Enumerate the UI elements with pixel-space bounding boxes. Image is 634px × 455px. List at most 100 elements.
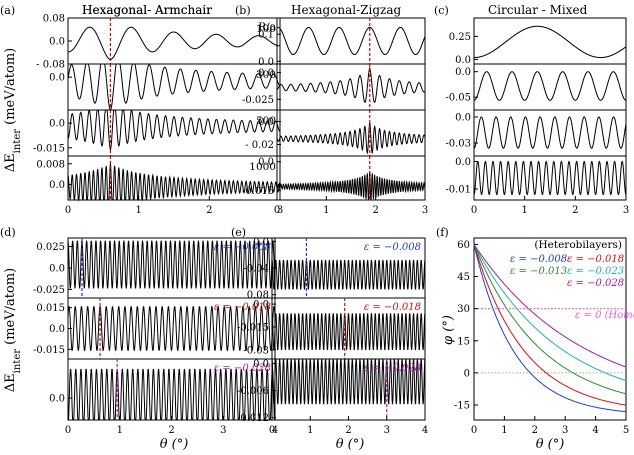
panel-e: (e) 0.0 -0.04 0.08 ε = −0.008 0.0 -0.015 -0.03 ε… bbox=[231, 226, 428, 436]
y-tick-label: 0.25 bbox=[449, 32, 471, 43]
y-tick-label: 0.0 bbox=[455, 67, 471, 78]
panel-d: (d) Hexagonal- Armchair 0.025 0.0 -0.025 ε = … bbox=[0, 3, 278, 436]
annotation: (Heterobilayers) bbox=[534, 239, 622, 251]
x-tick-label: 0 bbox=[471, 205, 477, 216]
panel-label: (d) bbox=[0, 226, 16, 239]
plot-frame bbox=[473, 237, 627, 421]
y-tick-label: 0.0 bbox=[49, 324, 65, 335]
x-tick-label: 4 bbox=[422, 425, 428, 436]
series-line bbox=[473, 244, 627, 382]
y-tick-label: -0.025 bbox=[242, 95, 274, 106]
y-tick-label: 0.025 bbox=[36, 242, 65, 253]
y-axis-label-top: ΔEinter (meV/atom) bbox=[3, 48, 23, 172]
strain-label: ε = −0.018 bbox=[214, 302, 271, 313]
y-tick-label: 0.0 bbox=[258, 157, 274, 168]
x-tick-label: 4 bbox=[592, 425, 598, 436]
data-line bbox=[474, 25, 627, 59]
y-tick-label: 0.008 bbox=[36, 159, 65, 170]
subplot-label: 500 bbox=[256, 115, 276, 127]
x-tick-label: 3 bbox=[422, 205, 428, 216]
x-tick-label: 5 bbox=[623, 425, 629, 436]
x-tick-label: 1 bbox=[501, 425, 507, 436]
y-tick-label: 0.0 bbox=[49, 119, 65, 130]
y-tick-label: 0.0 bbox=[455, 157, 471, 168]
y-tick-label: -0.012 bbox=[237, 413, 269, 424]
x-tick-label: 3 bbox=[277, 205, 283, 216]
y-tick-label: 0.0 bbox=[253, 359, 269, 370]
legend-entry: ε = −0.018 bbox=[567, 254, 624, 265]
y-tick-label: 0.0 bbox=[258, 68, 274, 79]
data-line bbox=[276, 27, 426, 55]
data-line bbox=[473, 160, 627, 196]
y-tick-label: 0.0 bbox=[253, 237, 269, 248]
y-tick-label: -0.03 bbox=[243, 345, 269, 356]
subplot: 0.0 -0.006 -0.012 ε = −0.028 bbox=[237, 358, 426, 424]
data-line bbox=[276, 67, 426, 103]
strain-label: ε = −0.008 bbox=[214, 242, 271, 253]
series-line bbox=[473, 244, 627, 413]
x-tick-label: 3 bbox=[220, 425, 226, 436]
subplot-frame bbox=[473, 155, 627, 201]
y-tick-label: 0 bbox=[464, 368, 470, 379]
panel-label: (c) bbox=[434, 4, 449, 17]
y-axis-label-phi: φ (°) bbox=[441, 315, 456, 345]
subplot: 0.0 -0.025 bbox=[242, 63, 426, 111]
strain-label: ε = −0.028 bbox=[364, 363, 421, 374]
panel-c: (c) Circular - Mixed0.250.00.0-0.050.0-0.… bbox=[434, 3, 629, 216]
y-tick-label: 0.08 bbox=[247, 290, 269, 301]
y-tick-label: 0.0 bbox=[258, 117, 274, 128]
panel-title: Hexagonal- Armchair bbox=[82, 3, 212, 17]
data-line bbox=[67, 109, 281, 151]
y-tick-label: -0.05 bbox=[445, 93, 471, 104]
y-axis-label-bottom: ΔEinter (meV/atom) bbox=[3, 268, 23, 392]
data-line bbox=[67, 63, 281, 111]
data-line bbox=[67, 240, 276, 289]
panel-title: Hexagonal- Armchair bbox=[82, 3, 212, 17]
subplot-label: 300 bbox=[256, 69, 276, 81]
x-tick-label: 0 bbox=[65, 425, 71, 436]
series-line bbox=[473, 244, 627, 406]
subplot: 0.0 -0.01 bbox=[445, 155, 627, 201]
subplot: 0.08 0.0 - 0.08 100 bbox=[36, 14, 281, 71]
x-tick-label: 1 bbox=[323, 205, 329, 216]
legend-entry: ε = −0.028 bbox=[567, 278, 624, 289]
x-tick-label: 3 bbox=[623, 205, 629, 216]
x-tick-label: 0 bbox=[274, 205, 280, 216]
y-tick-label: 0.0 bbox=[253, 300, 269, 311]
y-tick-label: 0.0 bbox=[455, 112, 471, 123]
y-tick-label: 0.0 bbox=[49, 394, 65, 405]
data-line bbox=[474, 71, 626, 101]
data-line bbox=[67, 306, 276, 351]
subplot-label: 1000 bbox=[249, 161, 276, 173]
subplot: 0.0 -0.015 500 bbox=[33, 109, 281, 157]
x-tick-label: 2 bbox=[572, 205, 578, 216]
y-tick-label: 0.0 bbox=[49, 73, 65, 84]
data-line bbox=[271, 313, 426, 350]
subplot: 0.0 300 bbox=[49, 63, 281, 111]
header-label: R/a bbox=[258, 21, 276, 33]
y-tick-label: 0.08 bbox=[43, 14, 65, 25]
subplot-label: 100 bbox=[256, 23, 276, 35]
legend-entry: ε = −0.013 bbox=[510, 266, 567, 277]
subplot: 0.025 0.0 -0.025 ε = −0.008 bbox=[33, 237, 276, 299]
panel-title: Hexagonal-Zigzag bbox=[291, 3, 402, 17]
y-tick-label: - 0.02 bbox=[245, 140, 274, 151]
legend-entry: ε = −0.008 bbox=[510, 254, 567, 265]
x-tick-label: 3 bbox=[562, 425, 568, 436]
subplot: 0.0 - 0.02 bbox=[245, 109, 426, 157]
subplot-frame bbox=[473, 63, 627, 111]
y-tick-label: 15 bbox=[457, 336, 470, 347]
y-tick-label: 60 bbox=[457, 240, 470, 251]
data-line bbox=[68, 26, 280, 61]
series-line bbox=[473, 244, 627, 368]
subplot-frame bbox=[276, 17, 426, 65]
x-axis-label: θ (°) bbox=[336, 437, 365, 452]
y-tick-label: -0.015 bbox=[33, 143, 65, 154]
strain-label: ε = −0.018 bbox=[364, 302, 421, 313]
subplot-frame bbox=[276, 63, 426, 111]
